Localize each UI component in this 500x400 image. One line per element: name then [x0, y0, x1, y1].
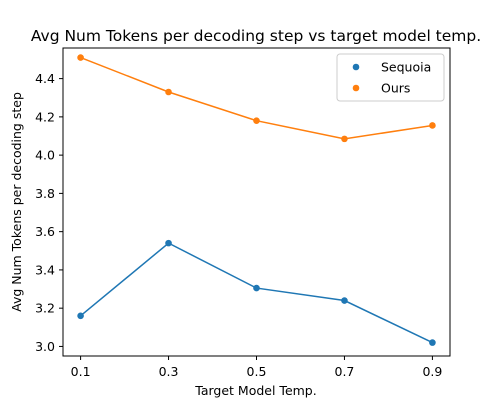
legend-marker-ours [352, 84, 360, 92]
x-tick-label: 0.9 [422, 364, 442, 379]
legend-label-sequoia: Sequoia [381, 60, 431, 75]
legend-marker-sequoia [352, 63, 360, 71]
data-point-ours [253, 117, 260, 124]
data-point-ours [77, 54, 84, 61]
series-layer [77, 54, 436, 346]
y-axis-label: Avg Num Tokens per decoding step [9, 92, 24, 312]
y-tick-label: 3.6 [35, 224, 55, 239]
legend-label-ours: Ours [381, 81, 410, 96]
x-tick-label: 0.3 [159, 364, 179, 379]
data-point-sequoia [429, 339, 436, 346]
data-point-sequoia [77, 312, 84, 320]
y-tick-label: 3.2 [35, 301, 55, 316]
x-tick-label: 0.5 [247, 364, 267, 379]
x-tick-label: 0.7 [335, 364, 355, 379]
y-tick-label: 3.4 [35, 262, 55, 277]
data-point-ours [165, 88, 172, 96]
data-point-sequoia [253, 284, 260, 292]
legend: Sequoia Ours [336, 53, 445, 102]
y-tick-label: 4.4 [35, 71, 55, 86]
y-axis: 3.0 3.2 3.4 3.6 3.8 4.0 4.2 4.4 [35, 71, 63, 354]
legend-box [336, 53, 445, 102]
chart-title: Avg Num Tokens per decoding step vs targ… [31, 27, 481, 45]
y-tick-label: 3.8 [35, 186, 55, 201]
data-point-sequoia [165, 239, 172, 247]
x-axis-label: Target Model Temp. [194, 383, 316, 398]
x-axis: 0.1 0.3 0.5 0.7 0.9 [71, 356, 442, 379]
y-tick-label: 3.0 [35, 339, 55, 354]
data-point-ours [429, 122, 436, 129]
y-tick-label: 4.0 [35, 148, 55, 163]
data-point-ours [341, 135, 348, 143]
data-point-sequoia [341, 297, 348, 304]
x-tick-label: 0.1 [71, 364, 91, 379]
y-tick-label: 4.2 [35, 109, 55, 124]
